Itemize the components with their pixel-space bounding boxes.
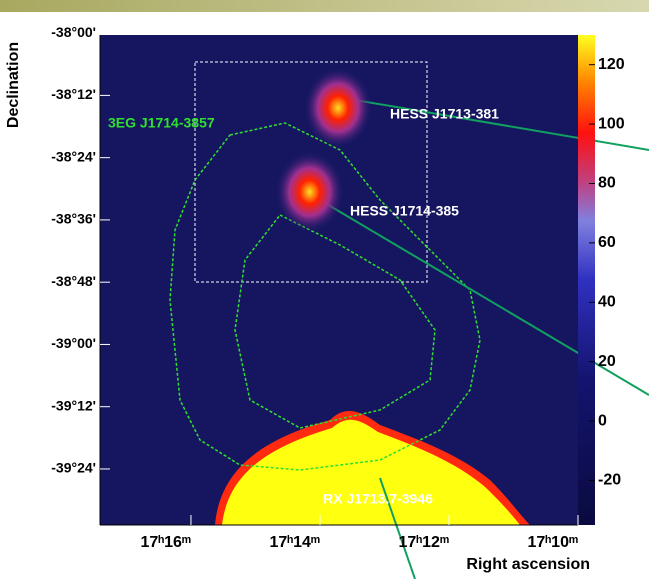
x-tick-label: 17ʰ14ᵐ xyxy=(269,534,320,551)
y-tick-label: -38°24' xyxy=(51,148,96,164)
colorbar-tick-label: -20 xyxy=(598,472,621,489)
colorbar-tick-label: 60 xyxy=(598,234,616,251)
colorbar-tick-label: 120 xyxy=(598,56,625,73)
colorbar-tick-label: 100 xyxy=(598,115,625,132)
source-label: HESS J1714-385 xyxy=(350,203,459,219)
x-tick-label: 17ʰ10ᵐ xyxy=(527,534,578,551)
y-tick-label: -39°24' xyxy=(51,460,96,476)
top-band xyxy=(0,0,649,12)
y-tick-label: -39°12' xyxy=(51,397,96,413)
y-tick-label: -38°36' xyxy=(51,211,96,227)
source xyxy=(304,68,372,148)
colorbar-tick-label: 0 xyxy=(598,412,607,429)
annotation: 3EG J1714-3857 xyxy=(108,115,215,131)
colorbar xyxy=(578,35,595,525)
x-tick-label: 17ʰ12ᵐ xyxy=(398,534,449,551)
colorbar-tick-label: 20 xyxy=(598,353,616,370)
y-axis-title: Declination xyxy=(5,42,22,128)
colorbar-tick-label: 40 xyxy=(598,293,616,310)
y-tick-label: -38°48' xyxy=(51,273,96,289)
colorbar-tick-label: 80 xyxy=(598,175,616,192)
annotation: RX J1713.7-3946 xyxy=(323,491,433,507)
y-tick-label: -38°00' xyxy=(51,24,96,40)
y-tick-label: -39°00' xyxy=(51,335,96,351)
y-tick-label: -38°12' xyxy=(51,86,96,102)
x-tick-label: 17ʰ16ᵐ xyxy=(140,534,191,551)
source-label: HESS J1713-381 xyxy=(390,106,499,122)
source xyxy=(276,152,344,232)
x-axis-title: Right ascension xyxy=(466,556,590,573)
chart: 3EG J1714-3857 RX J1713.7-3946 Right asc… xyxy=(0,0,649,579)
